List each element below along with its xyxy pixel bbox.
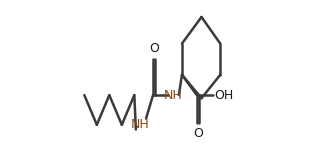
- Text: O: O: [149, 42, 159, 55]
- Text: OH: OH: [215, 89, 234, 102]
- Text: NH: NH: [131, 118, 150, 131]
- Text: NH: NH: [164, 89, 183, 102]
- Text: O: O: [193, 127, 203, 140]
